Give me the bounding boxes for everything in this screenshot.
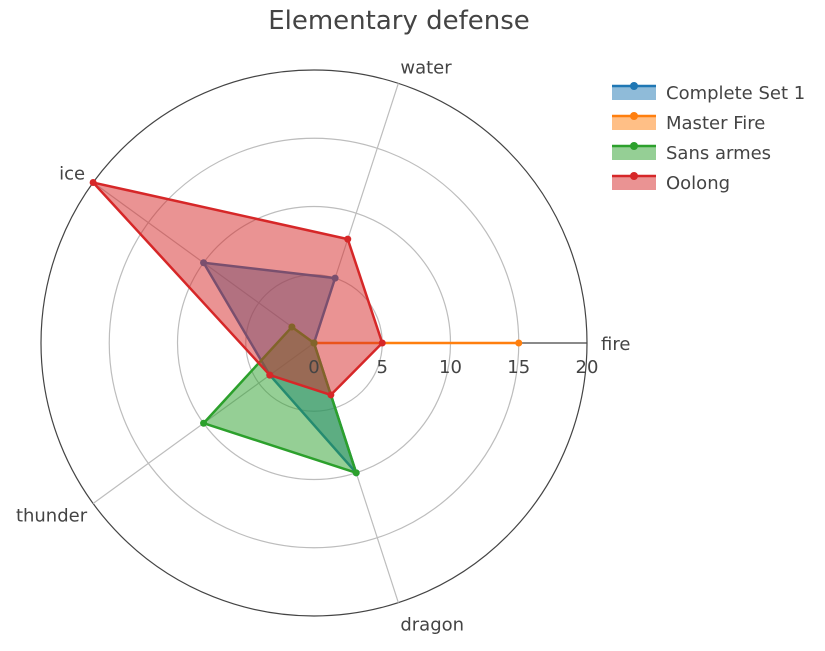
legend-swatch	[612, 116, 656, 130]
radial-tick-label: 5	[377, 357, 388, 378]
axis-label-dragon: dragon	[400, 615, 464, 636]
axis-label-fire: fire	[601, 334, 630, 355]
angular-axis-labels: fire water ice thunder dragon	[16, 57, 630, 635]
chart-title: Elementary defense	[268, 6, 530, 36]
legend-item[interactable]: Sans armes	[612, 142, 771, 164]
radial-tick-label: 0	[308, 357, 319, 378]
axis-label-ice: ice	[59, 164, 85, 185]
data-point	[327, 391, 335, 399]
legend-label: Master Fire	[666, 113, 765, 134]
data-point	[378, 339, 386, 347]
axis-label-thunder: thunder	[16, 505, 88, 526]
legend-swatch	[612, 146, 656, 160]
radial-tick-label: 15	[507, 357, 530, 378]
radial-tick-label: 10	[439, 357, 462, 378]
legend-marker	[630, 82, 638, 90]
data-point	[352, 469, 360, 477]
legend-label: Sans armes	[666, 143, 771, 164]
data-point	[344, 235, 352, 243]
legend-swatch	[612, 176, 656, 190]
legend-swatch	[612, 86, 656, 100]
legend-label: Complete Set 1	[666, 83, 805, 104]
data-point	[266, 371, 274, 379]
data-point	[89, 179, 97, 187]
series-oolong	[89, 179, 386, 399]
legend-item[interactable]: Master Fire	[612, 112, 765, 134]
axis-label-water: water	[400, 57, 452, 78]
radial-tick-labels: 0 5 10 15 20	[308, 357, 598, 378]
series-area	[91, 181, 384, 397]
legend-item[interactable]: Oolong	[612, 172, 730, 194]
legend: Complete Set 1 Master Fire Sans armes Oolon…	[612, 82, 805, 194]
legend-marker	[630, 112, 638, 120]
data-point	[200, 419, 208, 427]
legend-item[interactable]: Complete Set 1	[612, 82, 805, 104]
legend-label: Oolong	[666, 173, 730, 194]
legend-marker	[630, 142, 638, 150]
data-point	[515, 339, 523, 347]
series-layer	[89, 179, 523, 477]
legend-marker	[630, 172, 638, 180]
radial-tick-label: 20	[576, 357, 599, 378]
